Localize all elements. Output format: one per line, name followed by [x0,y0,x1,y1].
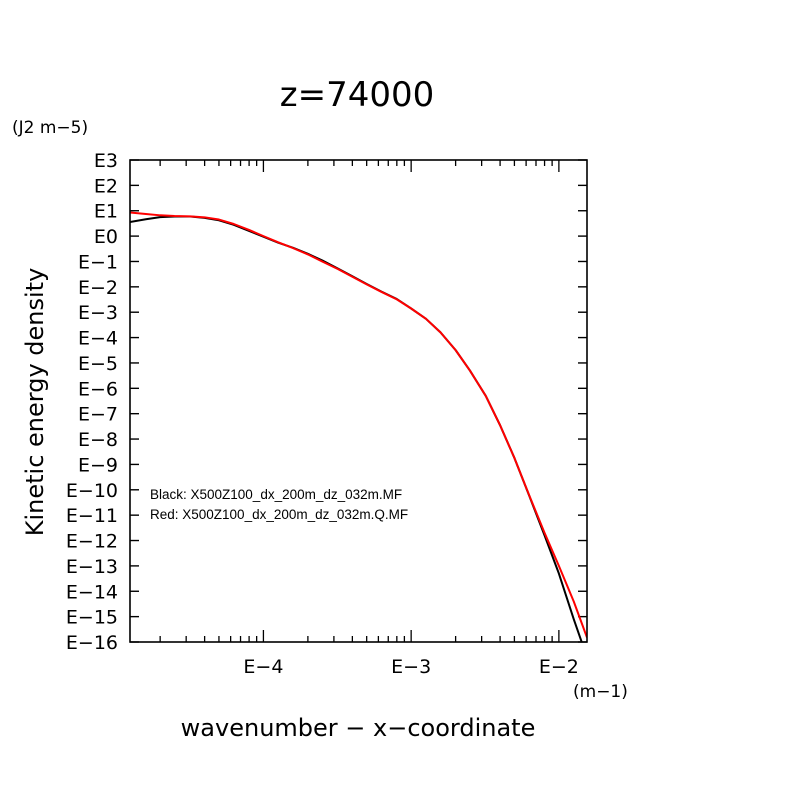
y-tick-label: E−10 [66,480,118,502]
y-tick-label: E−14 [66,581,118,603]
y-tick-label: E−11 [66,505,118,527]
y-tick-label: E−4 [78,328,118,350]
plot-frame [129,159,588,643]
x-tick-label: E−4 [243,656,283,678]
y-tick-label: E−15 [66,607,118,629]
series-line-red [130,211,587,638]
y-tick-label: E1 [94,201,118,223]
series-layer [130,211,587,642]
y-tick-label: E−13 [66,556,118,578]
chart-title: z=74000 [280,75,435,115]
y-tick-label: E−3 [78,302,118,324]
annotation-red: Red: X500Z100_dx_200m_dz_032m.Q.MF [150,507,408,522]
y-tick-label: E−9 [78,454,118,476]
y-tick-label: E−5 [78,353,118,375]
x-axis-unit: (m−1) [573,682,628,702]
annotation-black: Black: X500Z100_dx_200m_dz_032m.MF [150,487,402,502]
y-tick-label: E0 [94,226,118,248]
x-tick-label: E−2 [539,656,579,678]
y-axis-unit: (J2 m−5) [12,118,88,138]
y-tick-label: E2 [94,175,118,197]
y-tick-label: E−1 [78,251,118,273]
x-tick-label: E−3 [391,656,431,678]
y-tick-label: E3 [94,150,118,172]
series-line-black [130,215,583,642]
y-tick-label: E−16 [66,632,118,654]
x-axis-label: wavenumber − x−coordinate [181,714,536,742]
y-tick-label: E−7 [78,404,118,426]
y-axis-label: Kinetic energy density [21,268,49,537]
y-tick-label: E−2 [78,277,118,299]
y-tick-label: E−6 [78,378,118,400]
axis-ticks: E3 E2 E1 E0 E−1 E−2 E−3 E−4 E−5 E−6 E−7 E−8 E−9 E−10 E… [66,150,587,678]
y-tick-label: E−8 [78,429,118,451]
y-tick-label: E−12 [66,531,118,553]
